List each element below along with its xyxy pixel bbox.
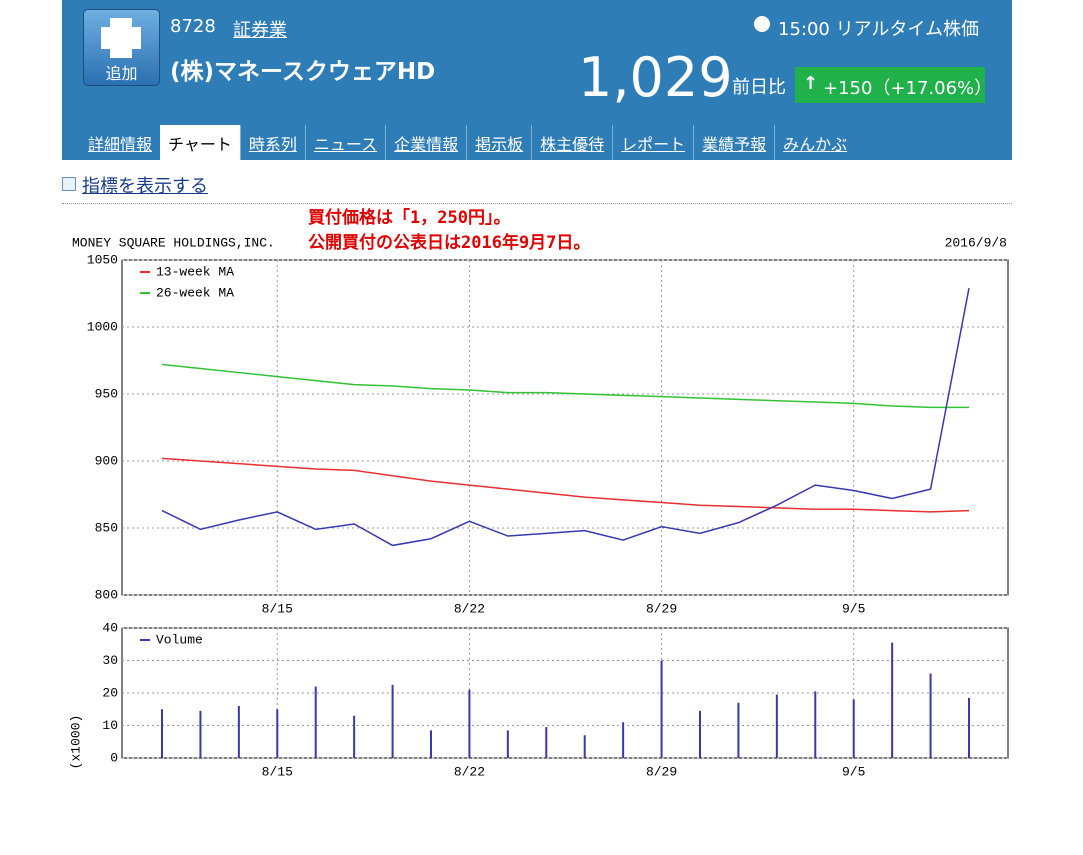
x-tick-label: 8/29 bbox=[646, 601, 677, 616]
tab[interactable]: 掲示板 bbox=[466, 125, 531, 160]
line-series bbox=[161, 457, 970, 513]
tab[interactable]: 業績予報 bbox=[693, 125, 774, 160]
volume-bar bbox=[506, 730, 509, 758]
x-tick-label: 8/29 bbox=[646, 764, 677, 779]
x-tick-label: 8/15 bbox=[262, 764, 293, 779]
volume-bar bbox=[737, 702, 740, 758]
tab[interactable]: 詳細情報 bbox=[88, 134, 153, 154]
x-tick-label: 8/15 bbox=[262, 601, 293, 616]
y-tick-label: 1050 bbox=[87, 252, 118, 267]
legend-label: 26-week MA bbox=[156, 285, 234, 300]
line-series bbox=[161, 363, 969, 409]
volume-bar bbox=[237, 706, 240, 758]
y-tick-label: 40 bbox=[102, 620, 118, 635]
stock-code: 8728 bbox=[170, 16, 216, 37]
y-tick-label: 10 bbox=[102, 718, 118, 733]
volume-bar bbox=[852, 699, 855, 758]
y-tick-label: 850 bbox=[95, 520, 118, 535]
x-tick-label: 8/22 bbox=[454, 764, 485, 779]
volume-bar bbox=[814, 691, 817, 758]
volume-bar bbox=[430, 730, 432, 758]
legend-label: Volume bbox=[156, 632, 203, 647]
up-arrow: ↑ bbox=[803, 73, 819, 94]
y-tick-label: 20 bbox=[102, 685, 118, 700]
volume-bar bbox=[545, 727, 548, 758]
change-value: +150（+17.06%） bbox=[823, 78, 993, 99]
y-tick-label: 950 bbox=[95, 386, 118, 401]
annotation: 買付価格は「1，250円」。 bbox=[308, 207, 510, 228]
tab[interactable]: チャート bbox=[160, 125, 240, 160]
sector-link[interactable]: 証券業 bbox=[233, 20, 287, 41]
toggle-icon[interactable] bbox=[62, 177, 76, 191]
tab[interactable]: 企業情報 bbox=[385, 125, 466, 160]
plus-icon bbox=[101, 27, 141, 49]
change-label: 前日比 bbox=[732, 77, 786, 98]
x-tick-label: 9/5 bbox=[842, 764, 865, 779]
y-tick-label: 800 bbox=[95, 587, 118, 602]
chart-title: MONEY SQUARE HOLDINGS,INC. bbox=[72, 235, 275, 250]
add-button[interactable]: 追加 bbox=[83, 9, 160, 86]
change-box: ↑ +150（+17.06%） bbox=[795, 67, 992, 103]
tab[interactable]: みんかぶ bbox=[774, 125, 855, 160]
price: 1,029 bbox=[578, 46, 733, 109]
annotation: 公開買付の公表日は2016年9月7日。 bbox=[308, 232, 590, 253]
separator bbox=[62, 203, 1012, 204]
x-tick-label: 9/5 bbox=[842, 601, 865, 616]
volume-bar bbox=[161, 709, 163, 758]
chart-date: 2016/9/8 bbox=[945, 235, 1007, 250]
volume-bar bbox=[775, 694, 778, 758]
tab[interactable]: ニュース bbox=[304, 125, 385, 160]
volume-bar bbox=[353, 715, 356, 758]
volume-bar bbox=[468, 689, 471, 758]
clock-icon bbox=[754, 16, 770, 32]
tab[interactable]: レポート bbox=[612, 125, 693, 160]
x-tick-label: 8/22 bbox=[454, 601, 485, 616]
tab[interactable]: 時系列 bbox=[239, 125, 305, 160]
volume-bar bbox=[622, 722, 625, 758]
volume-bar bbox=[968, 697, 970, 758]
volume-bar bbox=[276, 709, 279, 758]
y-tick-label: 0 bbox=[110, 750, 118, 765]
volume-bar bbox=[660, 660, 663, 758]
volume-bar bbox=[929, 673, 932, 758]
tab[interactable]: 株主優待 bbox=[531, 125, 612, 160]
indicator-link[interactable]: 指標を表示する bbox=[82, 176, 208, 197]
y-tick-label: 1000 bbox=[87, 319, 118, 334]
company-name: (株)マネースクウェアHD bbox=[170, 59, 436, 85]
volume-bar bbox=[391, 684, 394, 758]
legend-label: 13-week MA bbox=[156, 264, 234, 279]
realtime-label: 15:00 リアルタイム株価 bbox=[778, 19, 980, 40]
y-tick-label: 30 bbox=[102, 653, 118, 668]
volume-bar bbox=[314, 686, 317, 758]
volume-bar bbox=[699, 710, 701, 758]
tab-bar: 詳細情報 チャート 時系列 ニュース 企業情報 掲示板 株主優待 レポート 業績予報 みんかぶ bbox=[80, 125, 855, 160]
button-label: 追加 bbox=[105, 64, 138, 83]
plot-frame bbox=[121, 259, 1009, 596]
line-series bbox=[161, 287, 970, 547]
volume-bar bbox=[583, 735, 586, 758]
y-tick-label: 900 bbox=[95, 453, 118, 468]
volume-bar bbox=[891, 642, 894, 758]
volume-bar bbox=[199, 710, 202, 758]
plot-frame bbox=[121, 627, 1009, 759]
y-axis-label: (x1000) bbox=[68, 715, 83, 770]
